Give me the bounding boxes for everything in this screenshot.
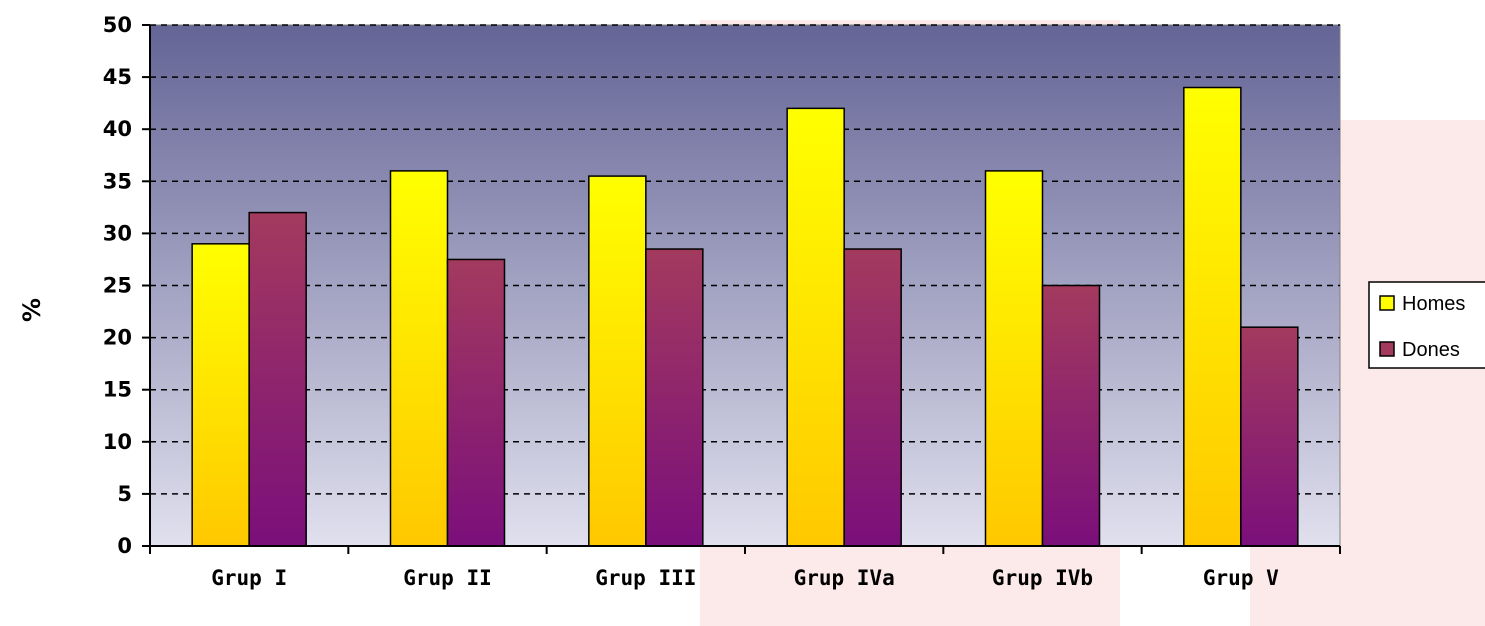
y-tick-label: 35 [103, 169, 132, 193]
legend: Homes Dones [1368, 281, 1485, 369]
x-category-label: Grup V [1203, 566, 1279, 590]
gridlines [150, 24, 1340, 495]
bar-dones-4 [843, 248, 902, 547]
y-axis-ticks: 0 5 10 15 20 25 30 35 40 45 50 [103, 13, 150, 558]
bar-homes-3 [588, 175, 647, 547]
x-category-label: Grup IVa [794, 566, 895, 590]
bar-dones-5 [1041, 284, 1101, 547]
bars [191, 86, 1299, 547]
y-tick-label: 15 [103, 378, 132, 402]
legend-swatch-dones [1379, 341, 1395, 357]
legend-label-dones: Dones [1402, 339, 1460, 361]
bar-dones-2 [446, 258, 506, 547]
y-axis-label: % [18, 298, 46, 322]
y-tick-label: 45 [103, 65, 132, 89]
bar-dones-6 [1240, 326, 1299, 547]
y-tick-label: 10 [103, 430, 132, 454]
y-tick-label: 50 [103, 13, 132, 37]
legend-label-homes: Homes [1402, 293, 1465, 315]
x-category-label: Grup I [211, 566, 287, 590]
y-tick-label: 25 [103, 274, 132, 298]
y-tick-label: 5 [117, 482, 132, 506]
x-category-label: Grup III [595, 566, 696, 590]
bar-dones-1 [248, 211, 307, 547]
y-tick-label: 0 [117, 534, 132, 558]
x-category-label: Grup IVb [992, 566, 1093, 590]
y-tick-label: 20 [103, 326, 132, 350]
bar-homes-2 [389, 170, 449, 547]
bar-dones-3 [645, 248, 704, 547]
legend-swatch-homes [1379, 295, 1395, 311]
bar-homes-6 [1183, 86, 1242, 547]
x-category-label: Grup II [403, 566, 492, 590]
bar-homes-1 [191, 243, 250, 547]
y-tick-label: 40 [103, 117, 132, 141]
x-axis-labels: Grup I Grup II Grup III Grup IVa Grup IVb Gru… [211, 566, 1279, 590]
y-tick-label: 30 [103, 221, 132, 245]
bar-homes-5 [984, 170, 1044, 547]
bar-homes-4 [786, 107, 845, 547]
